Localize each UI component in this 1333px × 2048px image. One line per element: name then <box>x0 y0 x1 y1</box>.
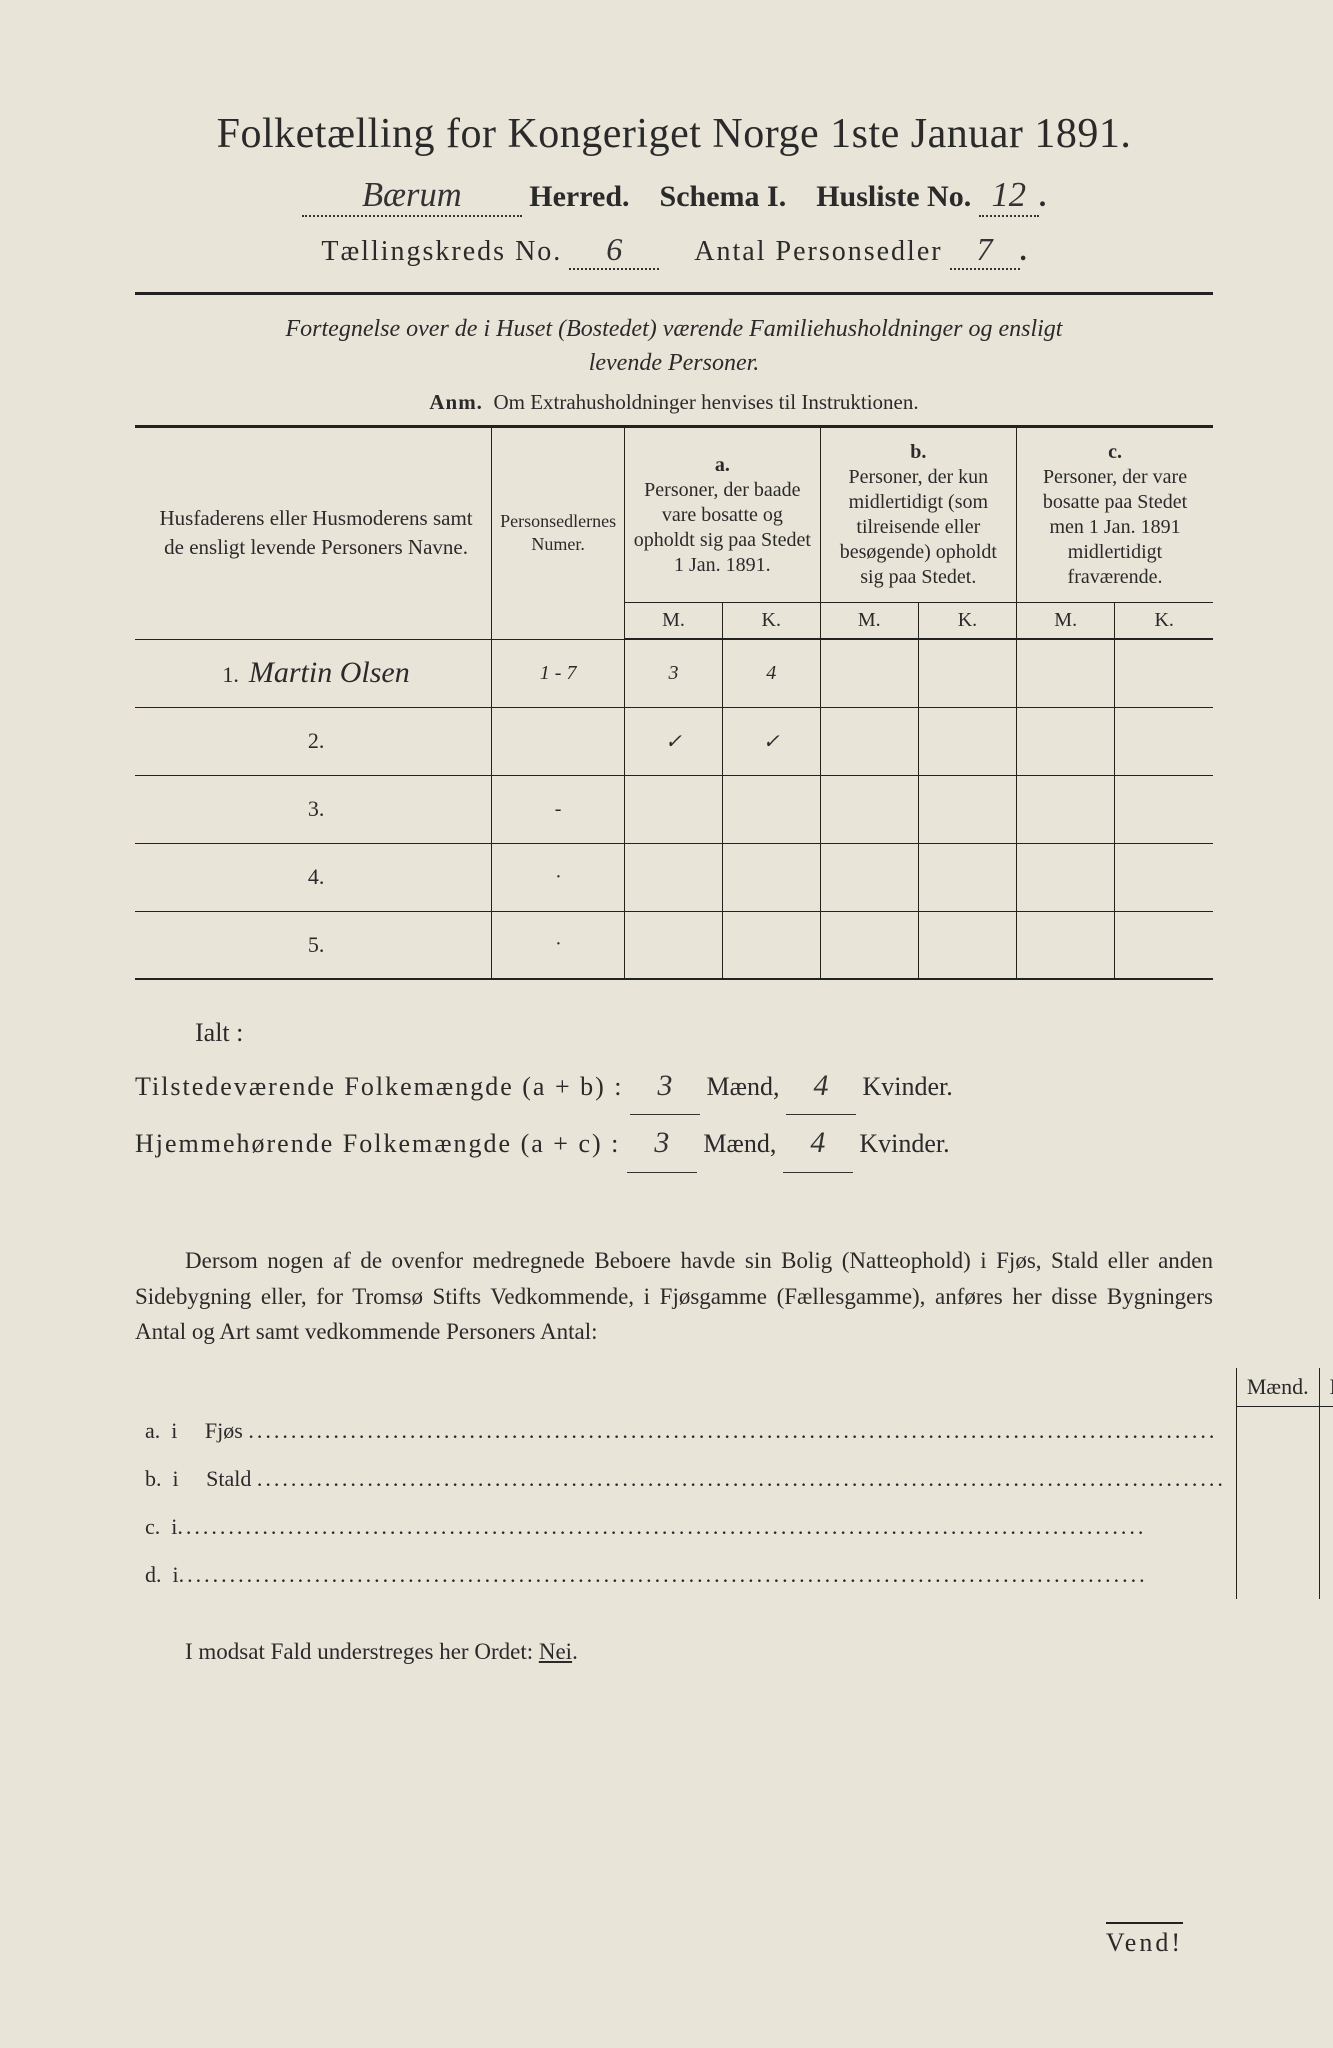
husliste-label: Husliste No. <box>816 180 971 213</box>
table-body: 1. Martin Olsen 1 - 7 3 4 2. ✓ ✓ 3 <box>135 639 1213 979</box>
th-col-b: b. Personer, der kun midlertidigt (som t… <box>820 427 1016 603</box>
anm-prefix: Anm. <box>429 390 483 414</box>
household-table: Husfaderens eller Husmoderens samt de en… <box>135 425 1213 980</box>
totals-line-2: Hjemmehørende Folkemængde (a + c) : 3 Mæ… <box>135 1115 1213 1173</box>
herred-value: Bærum <box>302 176 522 217</box>
census-form-page: Folketælling for Kongeriget Norge 1ste J… <box>0 0 1333 2048</box>
side-th-maend: Mænd. <box>1236 1368 1319 1407</box>
dotted-leader <box>179 1562 1226 1588</box>
subtitle: Fortegnelse over de i Huset (Bostedet) v… <box>135 313 1213 380</box>
side-row: d. i <box>135 1551 1333 1599</box>
side-th-kvinder: Kvinder. <box>1319 1368 1333 1407</box>
schema-label: Schema I. <box>660 180 787 213</box>
footer-line: I modsat Fald understreges her Ordet: Ne… <box>135 1639 1213 1665</box>
nei-underlined: Nei <box>539 1639 572 1664</box>
table-row: 3. - <box>135 775 1213 843</box>
table-row: 5. · <box>135 911 1213 979</box>
kreds-no: 6 <box>569 231 659 270</box>
th-b-k: K. <box>918 603 1016 640</box>
dotted-leader <box>257 1466 1226 1492</box>
th-name: Husfaderens eller Husmoderens samt de en… <box>135 427 492 640</box>
antal-label: Antal Personsedler <box>694 236 942 267</box>
divider <box>135 292 1213 295</box>
antal-value: 7 <box>950 231 1020 270</box>
th-c-k: K. <box>1115 603 1213 640</box>
table-row: 4. · <box>135 843 1213 911</box>
table-row: 2. ✓ ✓ <box>135 707 1213 775</box>
vend-label: Vend! <box>1106 1922 1183 1958</box>
herred-label: Herred. <box>529 180 629 213</box>
side-row: c. i <box>135 1503 1333 1551</box>
side-building-paragraph: Dersom nogen af de ovenfor medregnede Be… <box>135 1243 1213 1350</box>
dotted-leader <box>177 1514 1225 1540</box>
husliste-no: 12 <box>979 176 1039 217</box>
th-col-c: c. Personer, der vare bosatte paa Stedet… <box>1017 427 1213 603</box>
side-row: a. i Fjøs <box>135 1407 1333 1455</box>
ialt-label: Ialt : <box>195 1008 1213 1057</box>
subtitle-line2: levende Personer. <box>589 350 760 376</box>
dotted-leader <box>248 1418 1226 1444</box>
side-row: b. i Stald <box>135 1455 1333 1503</box>
subtitle-line1: Fortegnelse over de i Huset (Bostedet) v… <box>286 316 1063 342</box>
th-col-a: a. Personer, der baade vare bosatte og o… <box>625 427 821 603</box>
anm-text: Om Extrahusholdninger henvises til Instr… <box>493 390 918 414</box>
kreds-label: Tællingskreds No. <box>321 236 562 267</box>
th-a-k: K. <box>722 603 820 640</box>
header-line-2: Bærum Herred. Schema I. Husliste No. 12. <box>135 176 1213 217</box>
side-building-table: Mænd. Kvinder. a. i Fjøs b. i Stald c. i… <box>135 1368 1333 1599</box>
totals-block: Ialt : Tilstedeværende Folkemængde (a + … <box>135 1008 1213 1173</box>
annotation-line: Anm. Om Extrahusholdninger henvises til … <box>135 390 1213 415</box>
page-title: Folketælling for Kongeriget Norge 1ste J… <box>135 110 1213 158</box>
th-c-m: M. <box>1017 603 1115 640</box>
th-b-m: M. <box>820 603 918 640</box>
totals-line-1: Tilstedeværende Folkemængde (a + b) : 3 … <box>135 1058 1213 1116</box>
th-number: Personsedlernes Numer. <box>492 427 625 640</box>
header-line-3: Tællingskreds No. 6 Antal Personsedler 7… <box>135 231 1213 270</box>
table-row: 1. Martin Olsen 1 - 7 3 4 <box>135 639 1213 707</box>
th-a-m: M. <box>625 603 723 640</box>
